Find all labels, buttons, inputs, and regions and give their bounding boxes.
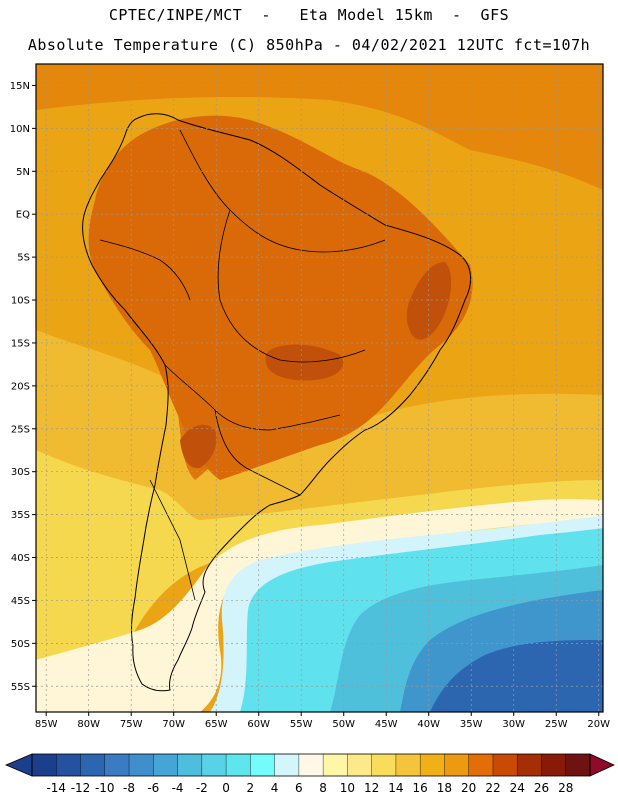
field-cold-front-patagonia (60, 660, 160, 712)
lat-tick-label: 45S (11, 596, 30, 607)
field-cool-band-5 (430, 640, 603, 712)
temperature-field (36, 64, 603, 712)
lon-tick-label: 30W (502, 719, 525, 730)
lon-tick-label: 50W (332, 719, 355, 730)
colorbar-swatch (274, 754, 300, 776)
colorbar-label: 18 (437, 781, 452, 795)
lat-tick-label: 15N (10, 81, 30, 92)
colorbar-label: 4 (271, 781, 279, 795)
lat-tick-label: 50S (11, 639, 30, 650)
colorbar-swatch (177, 754, 203, 776)
map-frame (35, 63, 604, 713)
lon-tick-label: 20W (587, 719, 610, 730)
lon-tick-label: 55W (290, 719, 313, 730)
colorbar-swatch (153, 754, 178, 776)
colorbar-label: 10 (340, 781, 355, 795)
colorbar-label: 2 (247, 781, 255, 795)
lon-tick-label: 70W (162, 719, 185, 730)
country-borders (99, 129, 386, 601)
lon-tick-label: 75W (120, 719, 143, 730)
lat-tick-label: 20S (11, 381, 30, 392)
colorbar-label: -6 (147, 781, 159, 795)
colorbar-swatch (420, 754, 445, 776)
colorbar-swatch (129, 754, 154, 776)
lon-tick-label: 60W (247, 719, 270, 730)
colorbar-label: 16 (413, 781, 428, 795)
lat-tick-label: 10S (11, 296, 30, 307)
longitude-axis: 85W 80W 75W 70W 65W 60W 55W 50W 45W 40W 35W 30W 25W 2… (35, 712, 610, 730)
lon-tick-label: 40W (417, 719, 440, 730)
colorbar-swatch (226, 754, 251, 776)
colorbar-label: 28 (558, 781, 573, 795)
colorbar-label: 6 (295, 781, 303, 795)
colorbar-swatch (32, 754, 57, 776)
lon-tick-label: 45W (375, 719, 398, 730)
colorbar-label: 12 (364, 781, 379, 795)
latitude-axis: 15N 10N 5N EQ 5S 10S 15S 20S 25S 30S 35S 40S 45S 50S 5… (10, 81, 36, 693)
colorbar-swatch (444, 754, 469, 776)
colorbar-swatch (201, 754, 227, 776)
colorbar-label: 22 (485, 781, 500, 795)
colorbar-label: 26 (534, 781, 549, 795)
colorbar-label: 14 (388, 781, 403, 795)
colorbar-label: -10 (95, 781, 115, 795)
colorbar-label: -12 (71, 781, 91, 795)
colorbar-max-arrow (589, 753, 615, 777)
colorbar-swatch (565, 754, 591, 776)
graticule (36, 64, 603, 712)
colorbar-label: 8 (319, 781, 327, 795)
colorbar-label: 24 (510, 781, 525, 795)
chart-title-line1: CPTEC/INPE/MCT - Eta Model 15km - GFS (108, 6, 510, 24)
colorbar-label: -2 (196, 781, 208, 795)
colorbar-swatch (347, 754, 372, 776)
field-cold-front (36, 499, 603, 712)
lat-tick-label: 55S (11, 682, 30, 693)
lon-tick-label: 80W (77, 719, 100, 730)
colorbar-swatch (250, 754, 275, 776)
lat-tick-label: 25S (11, 424, 30, 435)
colorbar-swatch (468, 754, 494, 776)
colorbar-label: 0 (222, 781, 230, 795)
lat-tick-label: 5S (17, 253, 30, 264)
colorbar-swatch (80, 754, 106, 776)
lat-tick-label: EQ (16, 210, 30, 221)
colorbar-label: 20 (461, 781, 476, 795)
colorbar-label: -14 (46, 781, 66, 795)
lon-tick-label: 25W (545, 719, 568, 730)
lat-tick-label: 30S (11, 467, 30, 478)
lon-tick-label: 65W (205, 719, 228, 730)
colorbar-swatch (104, 754, 130, 776)
colorbar-swatch (298, 754, 324, 776)
lat-tick-label: 40S (11, 553, 30, 564)
colorbar-swatch (56, 754, 81, 776)
colorbar-swatch (371, 754, 397, 776)
field-land-very-hot-3 (180, 424, 217, 469)
lat-tick-label: 35S (11, 510, 30, 521)
lon-tick-label: 35W (460, 719, 483, 730)
lat-tick-label: 5N (16, 167, 30, 178)
lat-tick-label: 10N (10, 124, 30, 135)
lat-tick-label: 15S (11, 338, 30, 349)
lon-tick-label: 85W (35, 719, 58, 730)
colorbar-frame (31, 753, 591, 777)
colorbar: -14 -12 -10 -8 -6 -4 -2 0 2 4 6 8 10 12 14 16 18 20 22 24 26… (4, 753, 615, 795)
field-tropical-band (36, 64, 603, 190)
chart-title-line2: Absolute Temperature (C) 850hPa - 04/02/… (27, 36, 591, 54)
colorbar-swatch (517, 754, 542, 776)
colorbar-min-arrow (4, 753, 33, 777)
colorbar-label: -8 (123, 781, 135, 795)
colorbar-swatch (492, 754, 518, 776)
colorbar-swatch (541, 754, 567, 776)
colorbar-swatch (395, 754, 421, 776)
colorbar-swatch (323, 754, 348, 776)
colorbar-label: -4 (172, 781, 184, 795)
field-subtropical-band (36, 330, 603, 535)
south-america-coastline (82, 113, 472, 692)
field-land-very-hot-2 (265, 344, 344, 381)
